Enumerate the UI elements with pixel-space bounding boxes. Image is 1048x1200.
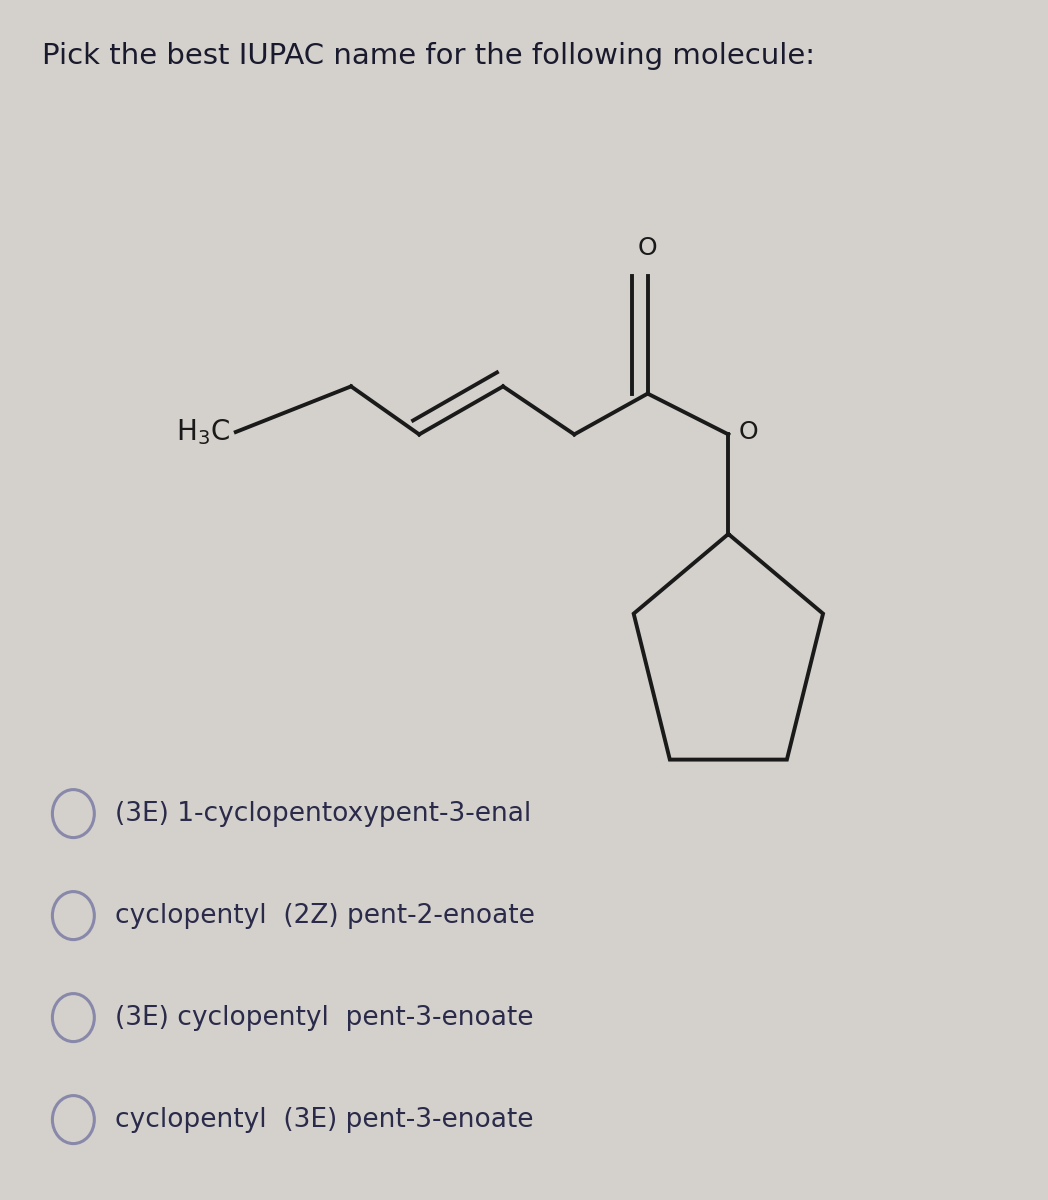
- Text: O: O: [739, 420, 759, 444]
- Text: (3E) 1-cyclopentoxypent-3-enal: (3E) 1-cyclopentoxypent-3-enal: [115, 800, 531, 827]
- Text: cyclopentyl  (3E) pent-3-enoate: cyclopentyl (3E) pent-3-enoate: [115, 1106, 533, 1133]
- Text: cyclopentyl  (2Z) pent-2-enoate: cyclopentyl (2Z) pent-2-enoate: [115, 902, 536, 929]
- Text: O: O: [638, 236, 657, 260]
- Text: (3E) cyclopentyl  pent-3-enoate: (3E) cyclopentyl pent-3-enoate: [115, 1004, 533, 1031]
- Text: Pick the best IUPAC name for the following molecule:: Pick the best IUPAC name for the followi…: [42, 42, 815, 70]
- Text: H$_3$C: H$_3$C: [176, 418, 231, 446]
